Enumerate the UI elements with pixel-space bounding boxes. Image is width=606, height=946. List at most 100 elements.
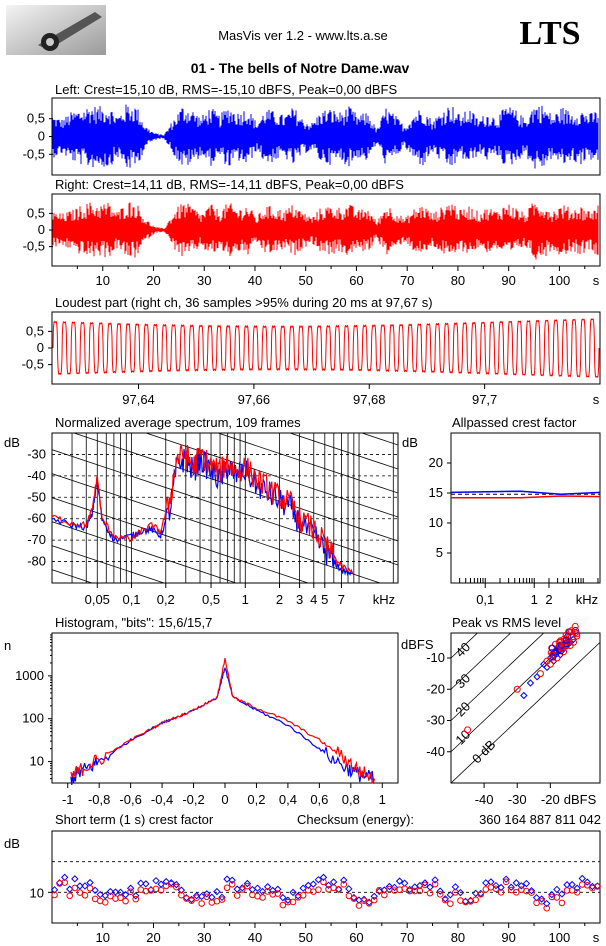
shortcrest-point-left [436,887,444,895]
peakrms-point-left [533,673,541,681]
peakrms-point-left [526,679,535,687]
shortcrest-point-left [172,880,181,889]
shortcrest-point-right [188,897,195,904]
xtick-unit: s [593,392,600,407]
histogram-ylabel: n [4,638,11,653]
peakrms-point-right [546,660,554,668]
shortcrest-point-right [193,894,200,901]
shortcrest-point-left [487,878,495,886]
xtick-label: 97,64 [122,392,155,407]
shortcrest-point-left [324,881,333,889]
shortcrest-point-right [279,901,287,909]
shortcrest-point-left [385,882,394,891]
xtick-label: -1 [62,792,74,807]
shortcrest-point-left [340,876,348,884]
spectrum-slope-line [52,569,94,583]
shortcrest-point-left [223,875,231,883]
ytick-label: 1000 [15,668,44,683]
shortcrest-point-left [309,880,318,888]
shortcrest-point-right [315,886,322,893]
shortcrest-point-right [289,898,297,906]
spectrum-grid [2,433,422,765]
shortcrest-point-left [137,879,145,887]
shortcrest-point-right [228,880,236,888]
shortcrest-point-left [512,879,520,887]
xtick-label: 4 [310,592,317,607]
ytick-label: -30 [426,713,445,728]
shortcrest-point-right [66,892,74,900]
ytick-label: 0 [37,340,44,355]
shortcrest-point-right [421,881,429,889]
shortcrest-point-left [345,885,353,893]
shortcrest-point-left [228,876,236,884]
shortcrest-point-left [517,882,526,890]
shortcrest-point-right [299,892,307,899]
peakrms-point-cluster [567,627,575,635]
xtick-label: 7 [338,592,345,607]
shortcrest-point-right [563,887,571,894]
spectrum-slope-line [52,497,310,583]
allpassed-plot-frame [450,432,601,584]
ytick-label: -70 [27,532,46,547]
histogram-line-right [70,658,375,785]
spectrum-line-left [52,449,354,577]
peakrms-points [464,622,581,734]
shortcrest-point-right [259,894,266,901]
shortcrest-point-right [360,897,368,904]
xtick-label: 5 [321,592,328,607]
shortcrest-point-right [320,878,327,886]
xtick-unit: kHz [373,592,395,607]
xtick-label: -20 [541,792,560,807]
shortcrest-point-left [548,890,556,899]
shortcrest-point-left [91,886,99,895]
xtick-label: 97,7 [472,392,497,407]
xtick-label: 60 [349,273,363,288]
allpassed-line-left [450,490,601,495]
allpassed-title: Allpassed crest factor [452,415,577,430]
peakrms-diag-line [451,633,479,659]
xtick-label: 100 [549,930,571,945]
shortcrest-point-right [573,889,581,896]
xtick-label: 50 [298,930,312,945]
ytick-label: -40 [426,744,445,759]
checksum-value: 360 164 887 811 042 [479,812,601,827]
xtick-label: 3 [296,592,303,607]
xtick-unit: s [593,930,600,945]
shortcrest-point-left [284,896,292,904]
peakrms-point-cluster [562,636,570,644]
xtick-label: 40 [248,273,262,288]
logo-image [6,5,106,55]
shortcrest-point-right [370,896,378,904]
ytick-label: 0,5 [27,205,45,220]
xtick-label: 100 [549,273,571,288]
peakrms-point-left [520,691,528,700]
xtick-label: 40 [248,930,262,945]
histogram-title: Histogram, "bits": 15,6/15,7 [55,615,212,630]
spectrum-series [52,444,354,577]
shortcrest-point-left [522,879,531,888]
shortcrest-point-left [121,891,130,899]
shortcrest-point-left [81,882,89,890]
shortcrest-point-right [157,887,165,894]
shortcrest-point-left [583,878,592,886]
shortcrest-point-right [543,904,551,912]
xtick-label: 0,2 [247,792,265,807]
shortcrest-point-left [421,879,429,887]
shortcrest-point-left [126,884,135,892]
peakrms-point-right [513,685,521,693]
shortcrest-point-left [111,888,120,896]
xtick-label: -0,4 [151,792,173,807]
shortcrest-point-right [477,890,485,898]
ytick-label: 20 [429,455,443,470]
shortcrest-point-right [345,892,353,900]
shortcrest-plot-frame [51,830,601,924]
spectrum-slope-line [2,625,422,765]
xtick-label: -0,8 [88,792,110,807]
shortcrest-point-left [532,893,541,902]
shortcrest-point-left [573,884,581,892]
shortcrest-point-left [253,884,262,892]
shortcrest-point-right [107,892,114,900]
shortcrest-point-right [411,887,419,895]
xtick-label: 10 [96,273,110,288]
